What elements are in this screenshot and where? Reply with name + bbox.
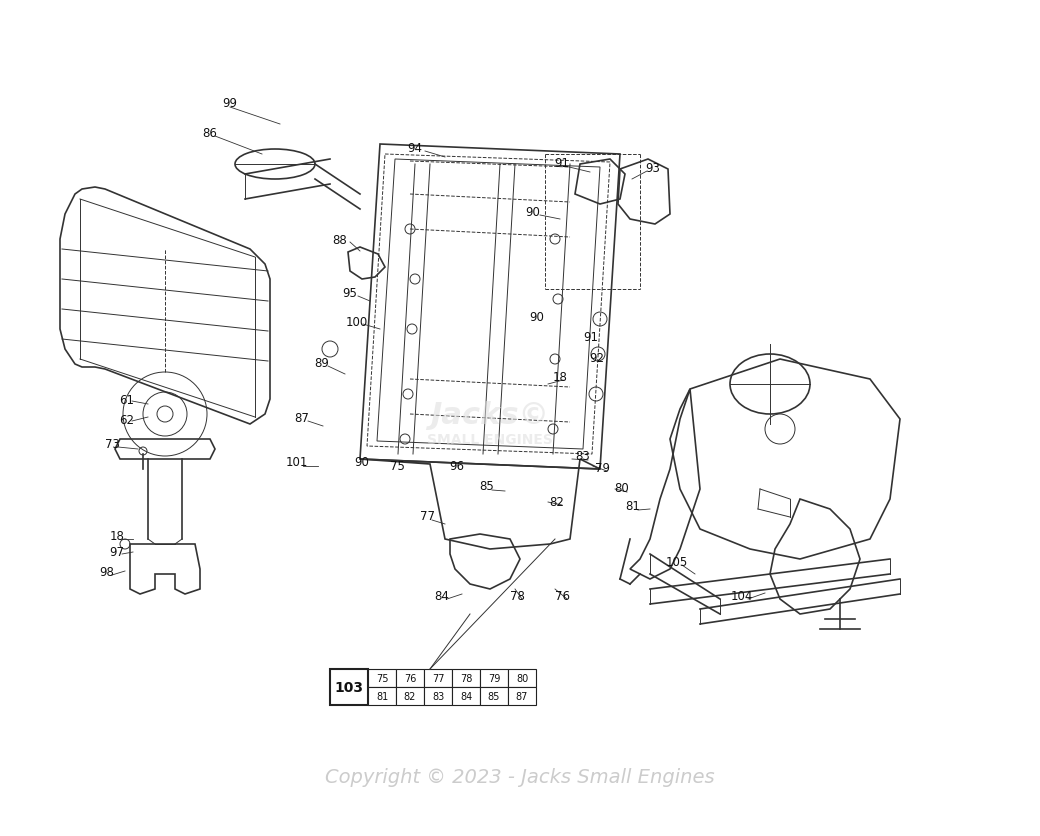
Text: 86: 86 <box>203 126 217 140</box>
Text: 89: 89 <box>314 356 330 369</box>
FancyBboxPatch shape <box>424 687 452 705</box>
Text: 82: 82 <box>404 691 416 701</box>
Text: 78: 78 <box>510 589 524 603</box>
Text: 92: 92 <box>590 351 604 364</box>
Text: 97: 97 <box>109 545 125 558</box>
Text: 87: 87 <box>294 411 310 424</box>
Text: 84: 84 <box>435 589 449 603</box>
Text: 98: 98 <box>100 565 114 578</box>
FancyBboxPatch shape <box>368 687 396 705</box>
FancyBboxPatch shape <box>368 669 396 687</box>
Text: 75: 75 <box>390 460 405 473</box>
FancyBboxPatch shape <box>396 687 424 705</box>
Text: 85: 85 <box>488 691 500 701</box>
Text: 83: 83 <box>575 450 591 463</box>
Text: 80: 80 <box>516 673 528 683</box>
Text: 18: 18 <box>552 370 568 383</box>
Text: 79: 79 <box>595 461 609 474</box>
Text: 87: 87 <box>516 691 528 701</box>
Text: 90: 90 <box>525 206 541 218</box>
FancyBboxPatch shape <box>508 669 536 687</box>
Text: 73: 73 <box>105 438 120 451</box>
Text: 94: 94 <box>408 141 422 155</box>
Text: 83: 83 <box>432 691 444 701</box>
Text: 18: 18 <box>109 530 125 543</box>
Text: 85: 85 <box>479 480 494 493</box>
Text: 88: 88 <box>333 233 347 247</box>
Text: 99: 99 <box>223 96 237 110</box>
Text: 90: 90 <box>529 310 544 323</box>
FancyBboxPatch shape <box>480 669 508 687</box>
Text: 95: 95 <box>342 286 358 299</box>
Text: 61: 61 <box>120 393 134 406</box>
FancyBboxPatch shape <box>330 669 368 705</box>
Text: 79: 79 <box>488 673 500 683</box>
Text: 78: 78 <box>460 673 472 683</box>
Text: 77: 77 <box>419 510 435 522</box>
FancyBboxPatch shape <box>396 669 424 687</box>
Text: 103: 103 <box>335 681 364 694</box>
Text: 76: 76 <box>554 589 570 603</box>
FancyBboxPatch shape <box>424 669 452 687</box>
Text: 91: 91 <box>554 156 570 170</box>
Text: 105: 105 <box>666 555 688 568</box>
Text: 76: 76 <box>404 673 416 683</box>
Text: 75: 75 <box>375 673 388 683</box>
Text: 81: 81 <box>375 691 388 701</box>
Text: Jacks©: Jacks© <box>431 400 549 429</box>
Text: 62: 62 <box>120 413 134 426</box>
Text: 91: 91 <box>583 330 598 343</box>
Text: 101: 101 <box>286 456 308 469</box>
Text: 82: 82 <box>549 495 565 508</box>
Text: 104: 104 <box>731 589 753 603</box>
Text: Copyright © 2023 - Jacks Small Engines: Copyright © 2023 - Jacks Small Engines <box>326 767 714 787</box>
Text: SMALL ENGINES: SMALL ENGINES <box>427 432 553 446</box>
FancyBboxPatch shape <box>452 669 480 687</box>
Text: 96: 96 <box>449 460 465 473</box>
Text: 100: 100 <box>346 315 368 328</box>
Text: 84: 84 <box>460 691 472 701</box>
Text: 80: 80 <box>615 481 629 494</box>
Text: 93: 93 <box>646 161 660 174</box>
Text: 81: 81 <box>626 500 641 513</box>
FancyBboxPatch shape <box>480 687 508 705</box>
FancyBboxPatch shape <box>508 687 536 705</box>
FancyBboxPatch shape <box>452 687 480 705</box>
Text: 77: 77 <box>432 673 444 683</box>
Text: 90: 90 <box>355 455 369 468</box>
